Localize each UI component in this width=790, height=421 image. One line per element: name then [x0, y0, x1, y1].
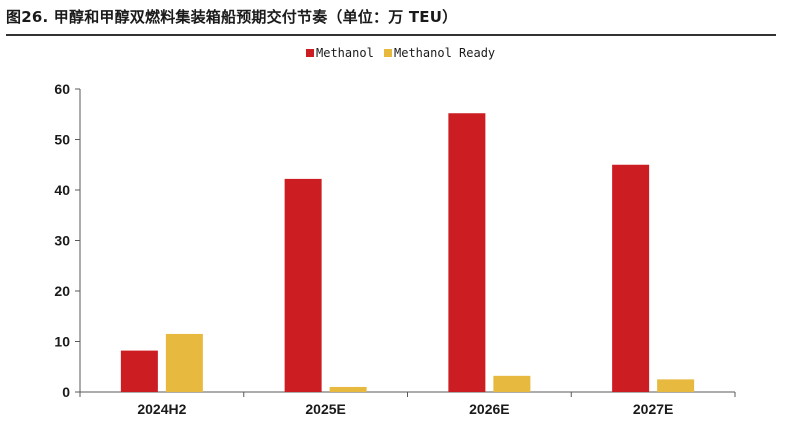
bar-methanol-ready-2025e — [329, 386, 367, 392]
chart-legend: Methanol Methanol Ready — [306, 46, 495, 60]
y-tick-label: 10 — [54, 334, 70, 350]
bar-methanol-ready-2026e — [493, 375, 531, 392]
bar-methanol-ready-2027e — [657, 379, 695, 392]
bar-methanol-2026e — [448, 113, 486, 393]
bars-group — [120, 113, 695, 393]
y-tick-label: 50 — [54, 132, 70, 148]
bar-methanol-ready-2024h2 — [165, 333, 203, 392]
y-tick-label: 40 — [54, 182, 70, 198]
bar-methanol-2027e — [612, 164, 650, 392]
y-axis: 0 10 20 30 40 50 60 — [54, 81, 81, 400]
y-tick-label: 30 — [54, 233, 70, 249]
figure-title: 图26. 甲醇和甲醇双燃料集装箱船预期交付节奏（单位：万 TEU） — [6, 8, 458, 26]
y-tick-label: 60 — [54, 81, 70, 97]
x-tick-label: 2026E — [469, 401, 509, 417]
bar-methanol-2025e — [284, 178, 322, 392]
x-tick-label: 2024H2 — [137, 401, 186, 417]
legend-swatch-methanol — [306, 49, 314, 57]
y-tick-label: 20 — [54, 283, 70, 299]
legend-swatch-methanol-ready — [384, 49, 392, 57]
title-divider — [6, 34, 776, 36]
legend-label-methanol-ready: Methanol Ready — [394, 46, 495, 60]
y-tick-label: 0 — [62, 384, 70, 400]
legend-label-methanol: Methanol — [316, 46, 374, 60]
x-tick-label: 2025E — [305, 401, 345, 417]
x-tick-label: 2027E — [633, 401, 673, 417]
bar-methanol-2024h2 — [120, 350, 158, 392]
x-axis: 2024H2 2025E 2026E 2027E — [79, 391, 736, 417]
